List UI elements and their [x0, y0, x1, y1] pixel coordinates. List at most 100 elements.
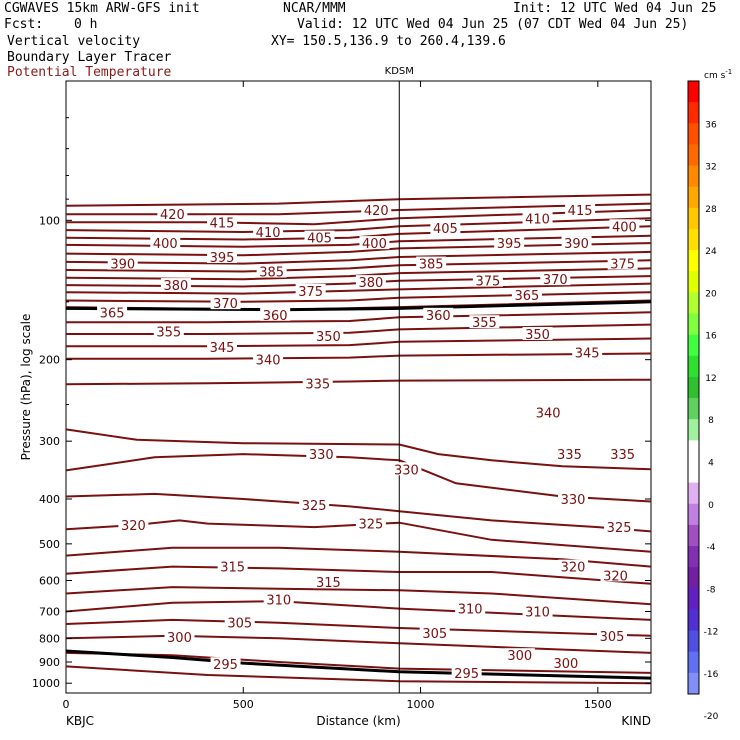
contour-label-bg — [164, 630, 195, 644]
contour-line-410 — [65, 217, 652, 234]
cross-section-endpoints: XY= 150.5,136.9 to 260.4,139.6 — [271, 34, 506, 49]
contour-label-bg — [554, 447, 585, 461]
contour-label-bg — [313, 329, 344, 343]
contour-label: 300 — [167, 631, 192, 646]
contour-label: 360 — [426, 309, 451, 324]
right-endpoint-label: KIND — [621, 714, 651, 728]
colorbar-swatch — [688, 313, 699, 336]
contour-label: 365 — [514, 289, 539, 304]
contour-label: 305 — [422, 627, 447, 642]
x-tick-label: 500 — [233, 698, 254, 711]
contour-label: 330 — [309, 448, 334, 463]
y-tick-label: 800 — [39, 632, 60, 645]
contour-label-bg — [558, 492, 588, 506]
x-axis-label: Distance (km) — [316, 714, 400, 728]
contour-label-bg — [455, 601, 486, 615]
colorbar-tick-label: -8 — [707, 585, 716, 595]
y-tick-label: 100 — [39, 214, 60, 227]
colorbar-tick-label: -20 — [704, 712, 719, 722]
contour-label: 370 — [213, 297, 238, 312]
contour-label: 375 — [298, 285, 323, 300]
colorbar-swatch — [688, 524, 699, 547]
contour-label-bg — [210, 657, 241, 671]
contour-label-bg — [609, 219, 640, 233]
contour-label-bg — [361, 203, 392, 217]
colorbar-swatch — [688, 292, 699, 315]
contour-label: 395 — [497, 237, 522, 252]
colorbar-tick-label: 28 — [705, 205, 717, 215]
contour-label: 335 — [305, 377, 330, 392]
contour-label: 320 — [561, 561, 586, 576]
contour-label-bg — [304, 230, 335, 244]
contour-label-bg — [263, 592, 294, 606]
contour-label-bg — [430, 221, 461, 235]
org-label: NCAR/MMM — [283, 1, 346, 16]
contour-line-425 — [65, 193, 652, 207]
contour-label: 310 — [266, 594, 291, 609]
contour-label: 355 — [156, 326, 181, 341]
contour-label: 310 — [525, 605, 550, 620]
contour-label-bg — [511, 288, 542, 302]
contour-line-390 — [65, 250, 652, 265]
contour-label-bg — [561, 236, 592, 250]
colorbar-swatch — [688, 102, 699, 124]
colorbar-swatch — [688, 334, 699, 357]
contour-label-bg — [260, 307, 291, 321]
contour-label-bg — [522, 326, 553, 340]
x-tick-label: 1000 — [407, 698, 435, 711]
contour-line-305 — [65, 618, 652, 637]
contour-label: 390 — [110, 258, 135, 273]
colorbar-swatch — [688, 503, 699, 526]
contour-label: 300 — [507, 649, 532, 664]
y-tick-label: 400 — [39, 493, 60, 506]
y-tick-label: 200 — [39, 354, 60, 367]
contour-label-bg — [565, 203, 596, 217]
contour-line-335 — [65, 378, 652, 386]
contour-label: 400 — [612, 220, 637, 235]
contour-label: 325 — [358, 518, 383, 533]
colorbar-swatch — [688, 376, 699, 399]
colorbar-swatch — [688, 355, 699, 378]
valid-time: Valid: 12 UTC Wed 04 Jun 25 (07 CDT Wed … — [297, 17, 689, 32]
contour-label-bg — [207, 215, 237, 229]
colorbar-tick-label: -4 — [707, 543, 716, 553]
contour-label-bg — [469, 315, 500, 329]
contour-label-bg — [306, 447, 337, 461]
contour-label: 345 — [210, 341, 235, 356]
colorbar-tick-label: 4 — [708, 458, 714, 468]
contour-label: 335 — [557, 448, 582, 463]
colorbar-swatch — [688, 482, 699, 505]
x-tick-label: 1500 — [584, 698, 612, 711]
y-tick-label: 700 — [39, 605, 60, 618]
contour-label-bg — [107, 256, 138, 270]
contour-label: 365 — [100, 306, 125, 321]
contour-label-bg — [558, 559, 588, 573]
contour-label-bg — [504, 648, 535, 662]
contour-label-bg — [359, 236, 390, 250]
contour-label: 355 — [472, 316, 497, 331]
contour-label-bg — [600, 568, 631, 582]
field-vertical-velocity: Vertical velocity — [7, 34, 141, 49]
contour-label: 295 — [213, 658, 238, 673]
contour-label-bg — [423, 307, 454, 321]
contour-line-385 — [65, 259, 652, 273]
colorbar-unit-label: cm s-1 — [704, 68, 732, 81]
colorbar-tick-label: 0 — [708, 501, 714, 511]
colorbar-tick-label: 8 — [708, 416, 714, 426]
contour-label-bg — [153, 324, 184, 338]
contour-label-bg — [295, 283, 326, 297]
contour-label-bg — [451, 665, 482, 679]
contour-label: 400 — [153, 237, 178, 252]
contour-line-400 — [65, 234, 652, 248]
colorbar-swatch — [688, 165, 699, 188]
contour-label: 405 — [433, 222, 458, 237]
contour-label-bg — [313, 575, 344, 589]
contour-label-bg — [419, 626, 450, 640]
contour-label-bg — [355, 275, 386, 289]
contour-label-bg — [607, 256, 638, 270]
contour-label: 325 — [302, 499, 327, 514]
colorbar-swatch — [688, 651, 699, 674]
contour-label-bg — [540, 272, 571, 286]
contour-label: 310 — [458, 603, 483, 618]
colorbar-swatch — [688, 419, 699, 441]
